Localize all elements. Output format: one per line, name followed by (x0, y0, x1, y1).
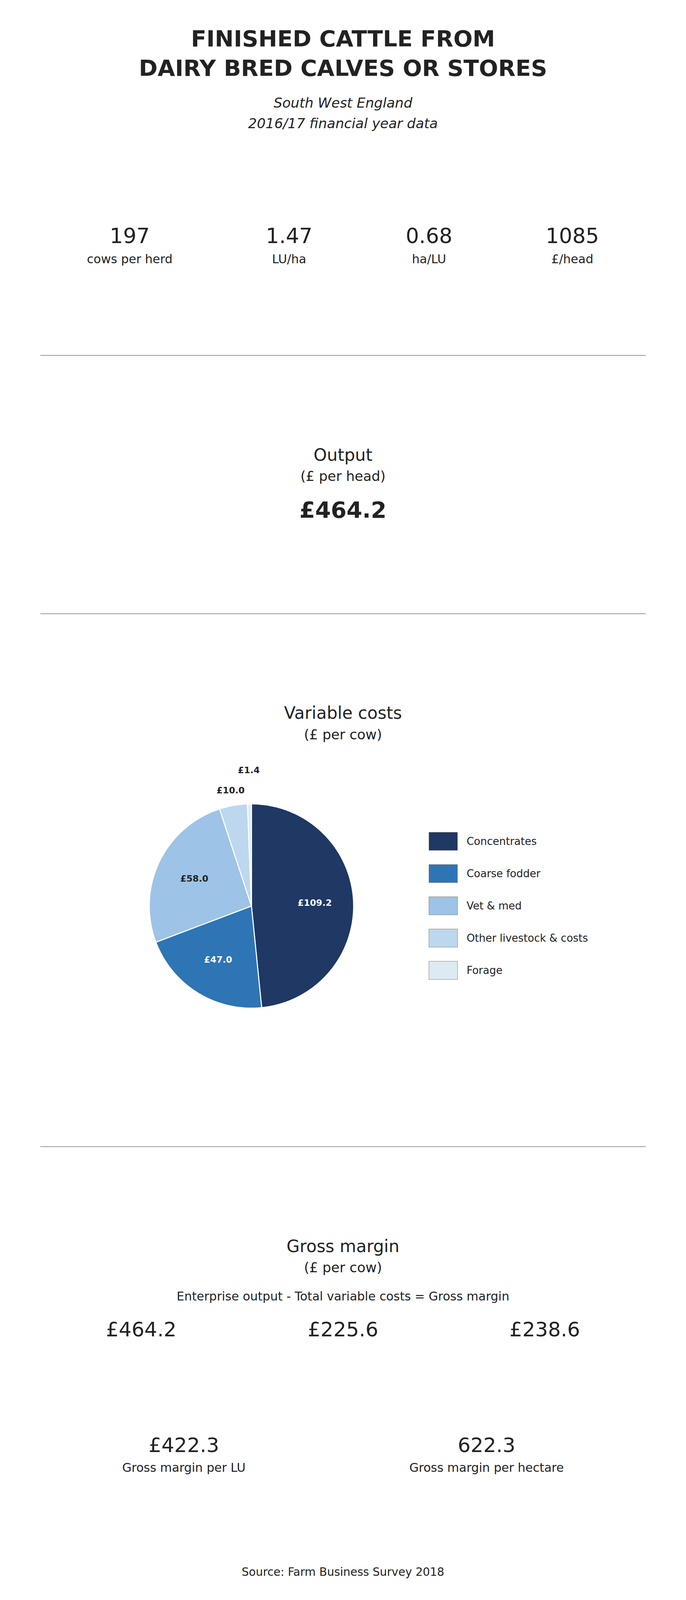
html-text:LU/ha: LU/ha (272, 251, 307, 267)
html-text:Vet & med: Vet & med (466, 900, 522, 913)
html-text:Coarse fodder: Coarse fodder (466, 867, 541, 880)
html-text:622.3: 622.3 (457, 1434, 516, 1458)
html-text:cows per herd: cows per herd (86, 251, 173, 267)
html-text:£238.6: £238.6 (509, 1318, 581, 1342)
html-text:£/head: £/head (551, 251, 594, 267)
svg-text:£109.2: £109.2 (297, 897, 332, 908)
html-text:Concentrates: Concentrates (466, 835, 537, 848)
html-text:1085: 1085 (545, 223, 600, 249)
html-text:Source: Farm Business Survey 2: Source: Farm Business Survey 2018 (241, 1565, 445, 1580)
html-text:197: 197 (109, 223, 150, 249)
html-text:Gross margin per hectare: Gross margin per hectare (409, 1461, 564, 1476)
html-text:DAIRY BRED CALVES OR STORES: DAIRY BRED CALVES OR STORES (138, 54, 548, 81)
svg-text:£47.0: £47.0 (204, 954, 233, 966)
html-text:(£ per cow): (£ per cow) (303, 1260, 383, 1277)
svg-text:£1.4: £1.4 (237, 765, 260, 776)
html-text:(£ per head): (£ per head) (300, 468, 386, 485)
html-text:0.68: 0.68 (405, 223, 453, 249)
html-text:2016/17 financial year data: 2016/17 financial year data (248, 115, 438, 132)
html-text:Enterprise output - Total vari: Enterprise output - Total variable costs… (176, 1289, 510, 1304)
html-text:Gross margin: Gross margin (286, 1236, 400, 1257)
html-text:South West England: South West England (273, 94, 413, 111)
html-text:FINISHED CATTLE FROM: FINISHED CATTLE FROM (190, 25, 496, 52)
html-text:Gross margin per LU: Gross margin per LU (122, 1461, 246, 1476)
html-text:£225.6: £225.6 (307, 1318, 379, 1342)
html-text:ha/LU: ha/LU (412, 251, 447, 267)
html-text:Other livestock & costs: Other livestock & costs (466, 932, 589, 945)
html-text:Output: Output (313, 445, 373, 465)
html-text:£422.3: £422.3 (148, 1434, 220, 1458)
html-text:Forage: Forage (466, 964, 503, 977)
html-text:(£ per cow): (£ per cow) (303, 726, 383, 743)
html-text:1.47: 1.47 (265, 223, 313, 249)
html-text:Variable costs: Variable costs (284, 703, 402, 724)
html-text:£464.2: £464.2 (105, 1318, 177, 1342)
html-text:£464.2: £464.2 (299, 496, 387, 524)
svg-text:£10.0: £10.0 (216, 785, 245, 796)
svg-text:£58.0: £58.0 (180, 873, 209, 885)
